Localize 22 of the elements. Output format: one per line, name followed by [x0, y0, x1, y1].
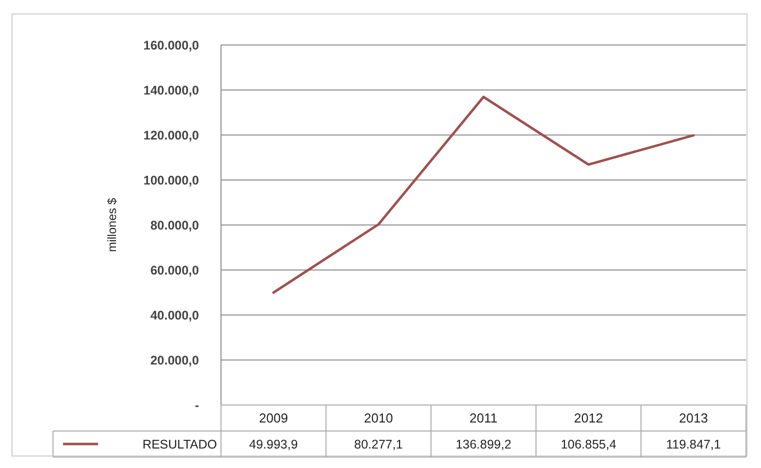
y-axis-title: millones $: [105, 198, 119, 252]
y-tick-label: 100.000,0: [143, 173, 200, 188]
line-series: [272, 96, 695, 294]
x-tick-label: 2012: [574, 410, 603, 426]
data-label: 119.847,1: [666, 437, 721, 452]
y-tick-label: 80.000,0: [150, 218, 200, 232]
x-tick-label: 2010: [364, 410, 393, 426]
text: RESULTADO: [142, 437, 218, 452]
y-tick-label: 20.000,0: [150, 353, 200, 368]
data-label: 106.855,4: [560, 437, 616, 452]
x-tick-label: 2013: [679, 410, 708, 426]
y-tick-label: -: [194, 398, 199, 412]
data-label: 49.993,9: [249, 437, 298, 452]
y-tick-label: 160.000,0: [143, 38, 200, 52]
x-tick-label: 2009: [259, 410, 288, 426]
y-tick-label: 140.000,0: [143, 83, 200, 98]
data-label: 80.277,1: [354, 437, 403, 452]
y-tick-label: 40.000,0: [150, 308, 200, 322]
x-tick-label: 2011: [470, 410, 498, 426]
data-label: 136.899,2: [456, 437, 512, 452]
y-tick-label: 120.000,0: [143, 128, 200, 142]
y-tick-label: 60.000,0: [150, 263, 200, 278]
